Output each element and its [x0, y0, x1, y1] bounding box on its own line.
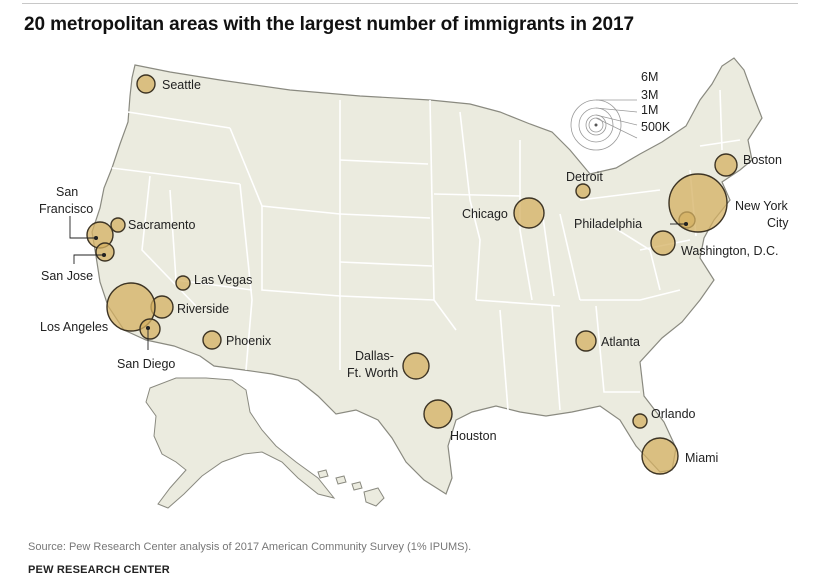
hawaii-shape: [317, 469, 385, 507]
bubble-los-angeles[interactable]: [106, 282, 156, 332]
bubble-phoenix[interactable]: [202, 330, 222, 350]
chart-title: 20 metropolitan areas with the largest n…: [24, 14, 634, 35]
bubble-chicago[interactable]: [513, 197, 545, 229]
label-los-angeles: Los Angeles: [40, 320, 108, 334]
bubble-las-vegas[interactable]: [175, 275, 191, 291]
label-dallas-line2: Ft. Worth: [347, 366, 398, 380]
label-miami: Miami: [685, 451, 718, 465]
bubble-san-diego[interactable]: [139, 318, 161, 340]
label-phoenix: Phoenix: [226, 334, 272, 348]
bubble-miami[interactable]: [641, 437, 679, 475]
label-san-diego: San Diego: [117, 357, 175, 371]
label-san-jose: San Jose: [41, 269, 93, 283]
label-sacramento: Sacramento: [128, 218, 195, 232]
top-rule: [22, 3, 798, 4]
state-borders: [111, 89, 741, 411]
label-seattle: Seattle: [162, 78, 201, 92]
label-dallas-line1: Dallas-: [355, 349, 394, 363]
bubble-sacramento[interactable]: [110, 217, 126, 233]
label-chicago: Chicago: [462, 207, 508, 221]
label-san-francisco-line2: Francisco: [39, 202, 93, 216]
legend-label-3m: 3M: [641, 88, 658, 102]
bubble-washington[interactable]: [650, 230, 676, 256]
source-note: Source: Pew Research Center analysis of …: [28, 541, 472, 553]
bubble-new-york[interactable]: [668, 173, 728, 233]
legend-label-6m: 6M: [641, 70, 658, 84]
label-new-york-line1: New York: [735, 199, 789, 213]
bubble-san-jose[interactable]: [95, 242, 115, 262]
label-boston: Boston: [743, 153, 782, 167]
city-labels: Seattle San Francisco Sacramento San Jos…: [39, 78, 789, 465]
label-atlanta: Atlanta: [601, 335, 640, 349]
label-san-francisco-line1: San: [56, 185, 78, 199]
label-orlando: Orlando: [651, 407, 696, 421]
organization-credit: PEW RESEARCH CENTER: [28, 564, 170, 576]
bubble-orlando[interactable]: [632, 413, 648, 429]
bubble-detroit[interactable]: [575, 183, 591, 199]
bubble-dallas[interactable]: [402, 352, 430, 380]
bubble-houston[interactable]: [423, 399, 453, 429]
legend-label-1m: 1M: [641, 103, 658, 117]
label-houston: Houston: [450, 429, 497, 443]
legend-center-dot: [594, 123, 598, 127]
label-new-york-line2: City: [767, 216, 789, 230]
legend-label-500k: 500K: [641, 120, 671, 134]
bubble-seattle[interactable]: [136, 74, 156, 94]
bubble-boston[interactable]: [714, 153, 738, 177]
leader-lines: [69, 216, 689, 350]
label-riverside: Riverside: [177, 302, 229, 316]
alaska-shape: [145, 377, 336, 509]
label-washington: Washington, D.C.: [681, 244, 779, 258]
bubble-atlanta[interactable]: [575, 330, 597, 352]
label-detroit: Detroit: [566, 170, 603, 184]
label-las-vegas: Las Vegas: [194, 273, 252, 287]
size-legend: 6M 3M 1M 500K: [570, 70, 671, 151]
city-bubbles: [86, 74, 738, 475]
label-philadelphia: Philadelphia: [574, 217, 642, 231]
